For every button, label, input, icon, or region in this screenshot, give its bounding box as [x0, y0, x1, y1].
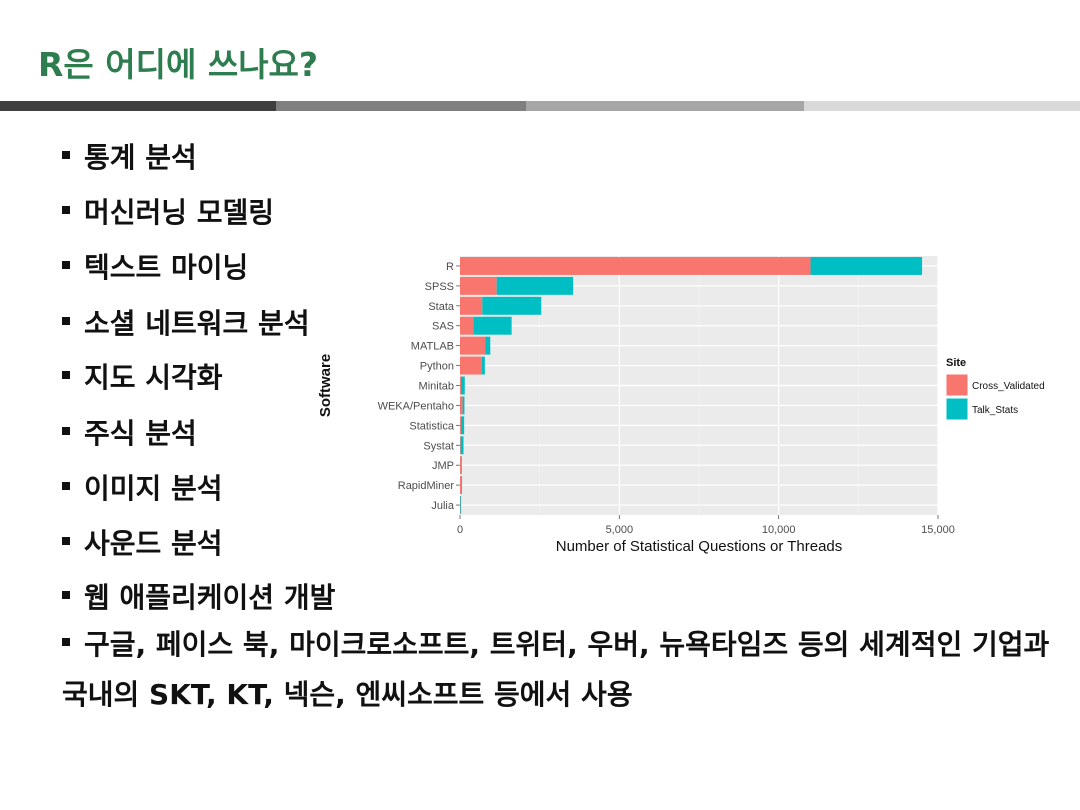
bullet-item: 소셜 네트워크 분석 [62, 302, 310, 342]
divider-segment-4 [804, 101, 1080, 111]
bar-talk-stats [460, 456, 462, 475]
y-tick-label: Statistica [409, 420, 455, 432]
y-tick-label: WEKA/Pentaho [378, 400, 454, 412]
y-axis-label: Software [317, 354, 334, 417]
bar-cross-validated [460, 276, 497, 295]
bullet-text: 머신러닝 모델링 [84, 196, 275, 229]
bullet-item: 주식 분석 [62, 412, 197, 452]
bar-cross-validated [460, 376, 461, 395]
bar-cross-validated [460, 436, 461, 455]
x-axis-label: Number of Statistical Questions or Threa… [556, 538, 843, 555]
y-tick-label: Systat [423, 440, 454, 452]
bullet-marker [62, 591, 70, 599]
x-tick-label: 15,000 [921, 524, 955, 536]
bullet-marker [62, 371, 70, 379]
bullet-text: 주식 분석 [84, 417, 197, 450]
bullet-text: 소셜 네트워크 분석 [84, 307, 310, 340]
y-tick-label: JMP [432, 460, 454, 472]
bar-talk-stats [460, 376, 465, 395]
software-usage-chart: R SPSS Stata SAS MATLAB Python Minitab WEKA/Pen… [317, 256, 1045, 555]
bullet-marker [62, 638, 70, 646]
legend-swatch [945, 397, 969, 421]
bar-talk-stats [460, 496, 462, 515]
bar-talk-stats [485, 336, 491, 355]
divider-segment-3 [526, 101, 804, 111]
bar-cross-validated [460, 356, 482, 375]
bullet-item: 지도 시각화 [62, 356, 223, 396]
bar-talk-stats [460, 416, 465, 435]
bullet-text: 이미지 분석 [84, 472, 223, 505]
bar-cross-validated [460, 336, 486, 355]
bullet-text: 지도 시각화 [84, 361, 223, 394]
bar-cross-validated [460, 296, 483, 315]
bar-talk-stats [810, 256, 923, 275]
bullet-item: 이미지 분석 [62, 467, 223, 507]
y-tick-label: Stata [428, 301, 455, 313]
bullet-marker [62, 482, 70, 490]
bullet-text: 텍스트 마이닝 [84, 251, 249, 284]
y-tick-label: Minitab [419, 381, 454, 393]
y-tick-label: RapidMiner [398, 480, 455, 492]
bullet-marker [62, 317, 70, 325]
bar-cross-validated [460, 396, 463, 415]
bullet-item: 텍스트 마이닝 [62, 246, 248, 286]
bullet-item: 웹 애플리케이션 개발 [62, 576, 335, 616]
bullet-text: 구글, 페이스 북, 마이크로소프트, 트위터, 우버, 뉴욕타임즈 등의 세계… [62, 628, 1050, 711]
bullet-marker [62, 537, 70, 545]
y-tick-label: SAS [432, 321, 454, 333]
y-tick-label: R [446, 261, 454, 273]
y-tick-label: Python [420, 361, 454, 373]
bar-cross-validated [460, 456, 461, 475]
bar-cross-validated [460, 256, 811, 275]
bar-cross-validated [460, 316, 474, 335]
bar-talk-stats [481, 356, 485, 375]
bullet-text: 사운드 분석 [84, 527, 223, 560]
bullet-marker [62, 206, 70, 214]
slide-title: R은 어디에 쓰나요? [38, 45, 319, 84]
bar-talk-stats [462, 396, 465, 415]
x-tick-label: 5,000 [606, 524, 634, 536]
bullet-item: 머신러닝 모델링 [62, 191, 274, 231]
x-tick-label: 0 [457, 524, 463, 536]
bullet-item: 통계 분석 [62, 136, 197, 176]
bar-talk-stats [482, 296, 542, 315]
legend-swatch [945, 373, 969, 397]
legend-title: Site [946, 357, 966, 369]
bar-talk-stats [461, 476, 463, 495]
bullet-item: 구글, 페이스 북, 마이크로소프트, 트위터, 우버, 뉴욕타임즈 등의 세계… [62, 620, 1052, 720]
bar-talk-stats [496, 276, 574, 295]
bar-cross-validated [460, 416, 461, 435]
legend-label: Talk_Stats [972, 405, 1018, 416]
y-tick-label: MATLAB [411, 341, 454, 353]
bullet-marker [62, 261, 70, 269]
y-tick-label: Julia [431, 500, 455, 512]
bullet-item: 사운드 분석 [62, 522, 223, 562]
divider-segment-1 [0, 101, 276, 111]
bar-talk-stats [473, 316, 512, 335]
bar-talk-stats [460, 436, 464, 455]
bullet-text: 통계 분석 [84, 141, 197, 174]
legend-label: Cross_Validated [972, 381, 1045, 392]
bullet-marker [62, 151, 70, 159]
x-tick-label: 10,000 [762, 524, 796, 536]
bullet-marker [62, 427, 70, 435]
y-tick-label: SPSS [425, 281, 454, 293]
divider-segment-2 [276, 101, 526, 111]
bullet-text: 웹 애플리케이션 개발 [84, 581, 336, 614]
bar-cross-validated [460, 476, 462, 495]
